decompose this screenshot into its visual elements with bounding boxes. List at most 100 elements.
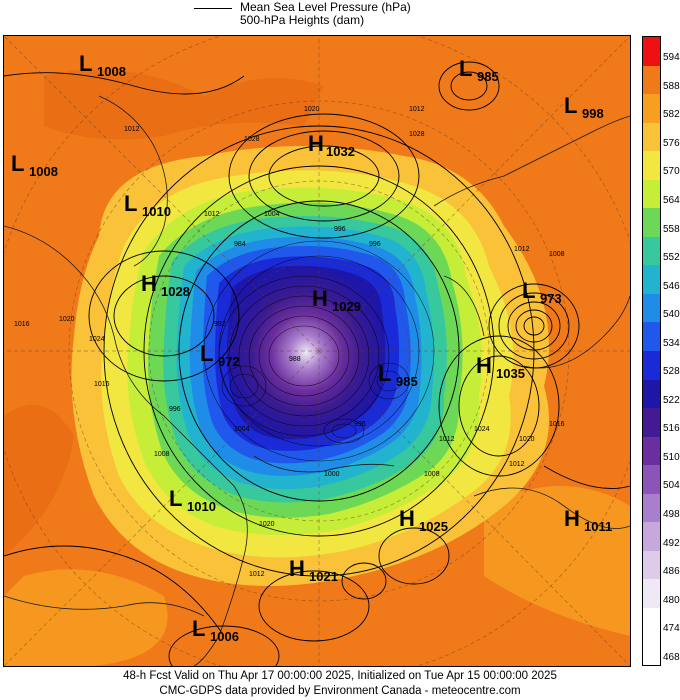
svg-text:1008: 1008 bbox=[97, 64, 126, 79]
contour-labels: 1020 1012 1028 1004 1012 1016 1020 1024 … bbox=[14, 106, 565, 578]
colorbar-segment bbox=[643, 607, 660, 637]
svg-text:L: L bbox=[200, 341, 213, 366]
pressure-system: H 1035 bbox=[476, 353, 525, 381]
colorbar-tick-label: 564 bbox=[663, 195, 680, 206]
svg-text:L: L bbox=[564, 93, 577, 118]
legend-mslp-label: Mean Sea Level Pressure (hPa) bbox=[240, 0, 411, 14]
svg-text:1032: 1032 bbox=[326, 144, 355, 159]
colorbar-tick-label: 540 bbox=[663, 309, 680, 321]
svg-text:1006: 1006 bbox=[210, 629, 239, 644]
colorbar-segment bbox=[643, 579, 660, 609]
svg-text:L: L bbox=[11, 151, 24, 176]
contour-label: 1012 bbox=[124, 126, 140, 133]
svg-text:L: L bbox=[124, 191, 137, 216]
contour-label: 1016 bbox=[94, 381, 110, 388]
svg-text:1025: 1025 bbox=[419, 519, 448, 534]
colorbar-segment bbox=[643, 351, 660, 380]
colorbar-tick-label: 594 bbox=[663, 52, 680, 64]
pressure-systems: L 1008 L 1008 L 1010 H 1032 L 985 L 998 H 1028 … bbox=[11, 51, 612, 644]
legend-500hpa-label: 500-hPa Heights (dam) bbox=[240, 13, 365, 27]
contour-label: 1012 bbox=[509, 461, 525, 468]
svg-text:1021: 1021 bbox=[309, 569, 338, 584]
contour-label: 1024 bbox=[89, 336, 105, 343]
contour-label: 996 bbox=[169, 406, 181, 413]
contour-label: 984 bbox=[234, 241, 246, 248]
colorbar-tick-label: 480 bbox=[663, 594, 680, 606]
contour-label: 1028 bbox=[244, 136, 260, 143]
svg-text:998: 998 bbox=[582, 106, 604, 121]
colorbar-tick-label: 582 bbox=[663, 109, 680, 121]
contour-label: 996 bbox=[354, 421, 366, 428]
colorbar-segment bbox=[643, 293, 660, 323]
svg-text:H: H bbox=[289, 556, 305, 581]
contour-label: 1024 bbox=[474, 426, 490, 433]
contour-label: 1000 bbox=[324, 471, 340, 478]
colorbar-segment bbox=[643, 522, 660, 552]
colorbar-segment bbox=[643, 208, 660, 238]
contour-label: 1004 bbox=[264, 211, 280, 218]
pressure-system: L 1010 bbox=[124, 191, 171, 219]
colorbar-segment bbox=[643, 37, 660, 66]
colorbar-segment bbox=[643, 379, 660, 409]
colorbar-tick-label: 468 bbox=[663, 651, 680, 663]
svg-text:985: 985 bbox=[396, 374, 418, 389]
height-fill bbox=[4, 36, 630, 666]
colorbar-tick-label: 516 bbox=[663, 423, 680, 435]
svg-text:1010: 1010 bbox=[142, 204, 171, 219]
colorbar-segment bbox=[643, 636, 660, 666]
colorbar-tick-label: 522 bbox=[663, 394, 680, 406]
svg-text:L: L bbox=[378, 361, 391, 386]
map-canvas: 1020 1012 1028 1004 1012 1016 1020 1024 … bbox=[4, 36, 630, 666]
pressure-system: H 1028 bbox=[141, 271, 190, 299]
pressure-system: L 985 bbox=[459, 56, 499, 84]
svg-text:1035: 1035 bbox=[496, 366, 525, 381]
colorbar-segment bbox=[643, 436, 660, 466]
pressure-system: L 1008 bbox=[11, 151, 58, 179]
contour-label: 1016 bbox=[14, 321, 30, 328]
colorbar-segment bbox=[643, 236, 660, 266]
colorbar-segment bbox=[643, 408, 660, 438]
colorbar-tick-label: 498 bbox=[663, 509, 680, 520]
colorbar-segment bbox=[643, 179, 660, 209]
colorbar-tick-label: 528 bbox=[663, 366, 680, 378]
contour-label: 1008 bbox=[549, 251, 565, 258]
colorbar-tick-label: 504 bbox=[663, 480, 680, 492]
colorbar-segment bbox=[643, 94, 660, 124]
pressure-system: H 1021 bbox=[289, 556, 338, 584]
colorbar-tick-label: 588 bbox=[663, 80, 680, 92]
contour-label: 1008 bbox=[154, 451, 170, 458]
pressure-system: H 1029 bbox=[312, 286, 361, 314]
contour-label: 1012 bbox=[409, 106, 425, 113]
colorbar-segment bbox=[643, 465, 660, 495]
pressure-system: L 1008 bbox=[79, 51, 126, 79]
svg-text:H: H bbox=[476, 353, 492, 378]
pressure-system: H 1011 bbox=[564, 506, 612, 534]
svg-text:L: L bbox=[459, 56, 472, 81]
colorbar-tick-label: 492 bbox=[663, 537, 680, 549]
svg-text:1010: 1010 bbox=[187, 499, 216, 514]
svg-text:H: H bbox=[141, 271, 157, 296]
pressure-system: L 985 bbox=[378, 361, 418, 389]
colorbar-segment bbox=[643, 550, 660, 580]
map-legend: Mean Sea Level Pressure (hPa) 500-hPa He… bbox=[190, 0, 490, 30]
colorbar-tick-label: 558 bbox=[663, 223, 680, 235]
svg-text:1011: 1011 bbox=[584, 519, 612, 534]
pressure-system: L 998 bbox=[564, 93, 604, 121]
colorbar-segment bbox=[643, 151, 660, 181]
colorbar-tick-label: 474 bbox=[663, 623, 680, 635]
contour-label: 1012 bbox=[204, 211, 220, 218]
contour-label: 1020 bbox=[519, 436, 535, 443]
coastlines bbox=[4, 95, 630, 666]
pressure-system: L 1006 bbox=[192, 616, 239, 644]
contour-label: 1012 bbox=[514, 246, 530, 253]
contour-label: 1012 bbox=[439, 436, 455, 443]
svg-text:L: L bbox=[522, 278, 535, 303]
colorbar-tick-label: 576 bbox=[663, 137, 680, 149]
colorbar-tick-label: 486 bbox=[663, 566, 680, 578]
pressure-system: L 972 bbox=[200, 341, 240, 369]
svg-text:H: H bbox=[312, 286, 328, 311]
contour-label: 1008 bbox=[424, 471, 440, 478]
colorbar-tick-label: 570 bbox=[663, 166, 680, 178]
contour-label: 1020 bbox=[259, 521, 275, 528]
graticule bbox=[4, 36, 630, 666]
